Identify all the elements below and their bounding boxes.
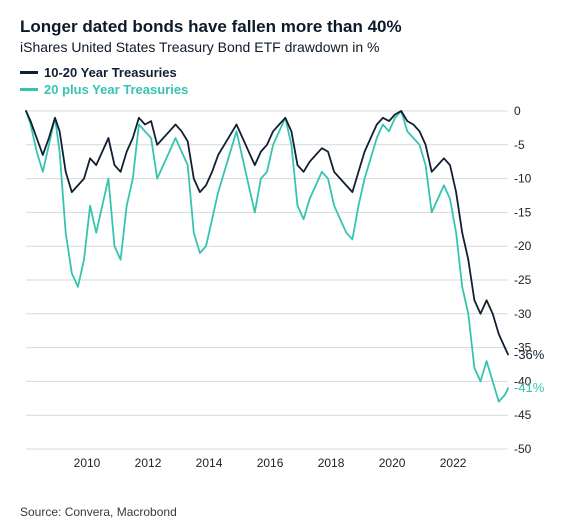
chart-title: Longer dated bonds have fallen more than… <box>20 16 546 37</box>
svg-text:-25: -25 <box>514 273 532 287</box>
svg-text:2022: 2022 <box>440 456 467 470</box>
svg-text:2016: 2016 <box>257 456 284 470</box>
line-chart: 0-5-10-15-20-25-30-35-40-45-502010201220… <box>20 105 546 475</box>
legend-item-s2: 20 plus Year Treasuries <box>20 82 546 97</box>
svg-text:2020: 2020 <box>379 456 406 470</box>
svg-text:2018: 2018 <box>318 456 345 470</box>
svg-text:-30: -30 <box>514 307 532 321</box>
end-label-s1: -36% <box>514 347 544 362</box>
end-label-s2: -41% <box>514 380 544 395</box>
svg-text:-5: -5 <box>514 138 525 152</box>
svg-text:-50: -50 <box>514 442 532 456</box>
svg-text:2012: 2012 <box>135 456 162 470</box>
svg-text:2014: 2014 <box>196 456 223 470</box>
legend-swatch-s2 <box>20 88 38 91</box>
source-text: Source: Convera, Macrobond <box>20 505 177 519</box>
legend-label-s1: 10-20 Year Treasuries <box>44 65 177 80</box>
legend: 10-20 Year Treasuries 20 plus Year Treas… <box>20 65 546 97</box>
svg-text:2010: 2010 <box>74 456 101 470</box>
svg-text:-10: -10 <box>514 172 532 186</box>
figure-container: Longer dated bonds have fallen more than… <box>0 0 566 529</box>
legend-swatch-s1 <box>20 71 38 74</box>
svg-text:0: 0 <box>514 105 521 118</box>
chart-subtitle: iShares United States Treasury Bond ETF … <box>20 39 546 55</box>
chart-area: 0-5-10-15-20-25-30-35-40-45-502010201220… <box>20 105 546 475</box>
legend-item-s1: 10-20 Year Treasuries <box>20 65 546 80</box>
svg-text:-15: -15 <box>514 206 532 220</box>
svg-text:-45: -45 <box>514 408 532 422</box>
svg-text:-20: -20 <box>514 239 532 253</box>
legend-label-s2: 20 plus Year Treasuries <box>44 82 188 97</box>
